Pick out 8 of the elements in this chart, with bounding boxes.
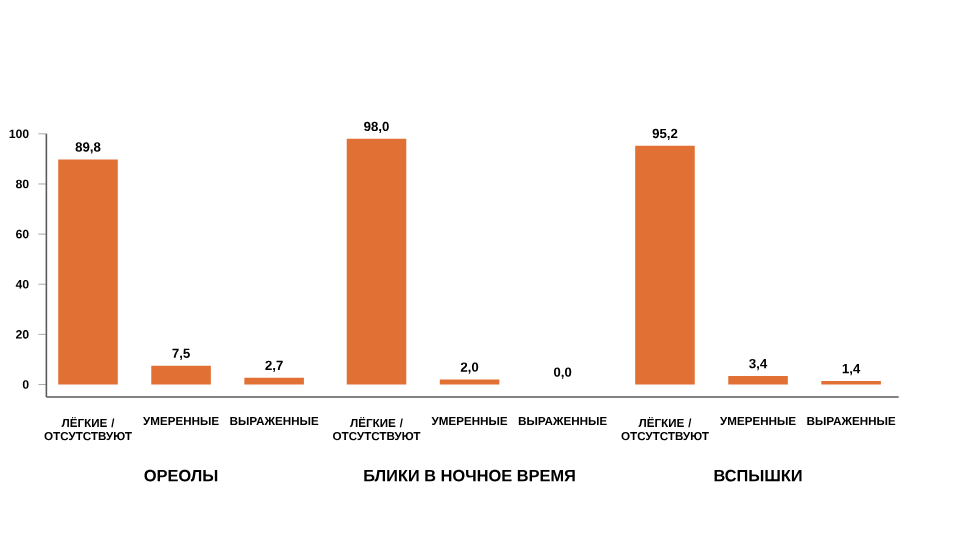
bar bbox=[151, 366, 211, 385]
text: ВСПЫШКИ bbox=[714, 470, 802, 482]
bar bbox=[346, 139, 407, 385]
bar bbox=[439, 379, 500, 385]
text: ОРЕОЛЫ bbox=[144, 470, 218, 482]
text: БЛИКИ В НОЧНОЕ ВРЕМЯ bbox=[364, 470, 575, 482]
bar bbox=[728, 376, 788, 385]
bar bbox=[58, 159, 118, 385]
